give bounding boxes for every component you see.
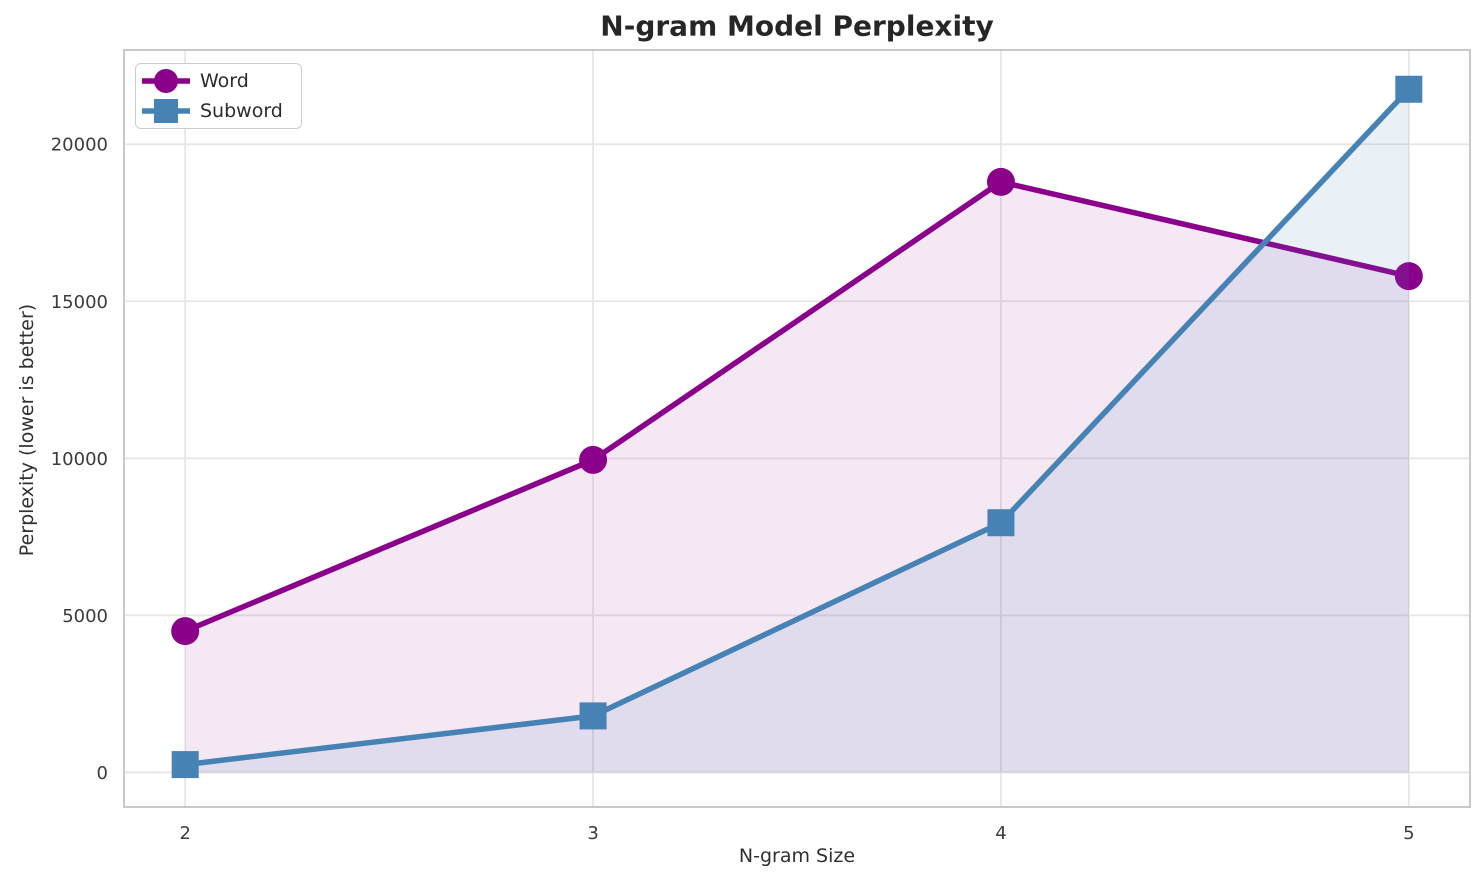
data-point-subword bbox=[579, 702, 607, 730]
legend-item-word: Word bbox=[140, 66, 291, 96]
y-tick-label: 5000 bbox=[62, 606, 108, 627]
x-tick-labels: 2 3 4 5 bbox=[179, 823, 1414, 844]
legend-label-subword: Subword bbox=[200, 100, 283, 122]
data-point-word bbox=[986, 167, 1015, 196]
legend-label-word: Word bbox=[200, 70, 249, 92]
y-tick-label: 0 bbox=[97, 763, 108, 784]
chart-title: N-gram Model Perplexity bbox=[600, 9, 994, 43]
data-point-word bbox=[579, 445, 608, 474]
subword-line-marker-icon bbox=[142, 99, 190, 123]
x-tick-label: 3 bbox=[587, 823, 598, 844]
y-tick-label: 20000 bbox=[51, 135, 108, 156]
series-line-word bbox=[182, 179, 1412, 634]
axes-spines bbox=[123, 49, 1471, 808]
word-line-marker-icon bbox=[142, 69, 190, 93]
x-axis-label: N-gram Size bbox=[738, 845, 856, 867]
series-fill-word bbox=[185, 181, 1409, 773]
legend-item-subword: Subword bbox=[140, 96, 291, 126]
data-point-word bbox=[1394, 262, 1423, 291]
legend: Word Subword bbox=[135, 63, 302, 129]
x-tick-label: 2 bbox=[179, 823, 190, 844]
data-point-word bbox=[171, 617, 200, 646]
series-fill-subword bbox=[185, 89, 1409, 773]
y-axis-label: Perplexity (lower is better) bbox=[16, 303, 38, 557]
y-tick-labels: 0 5000 10000 15000 20000 bbox=[51, 135, 108, 784]
x-tick-label: 4 bbox=[995, 823, 1006, 844]
y-tick-label: 15000 bbox=[51, 292, 108, 313]
y-tick-label: 10000 bbox=[51, 449, 108, 470]
x-tick-label: 5 bbox=[1403, 823, 1414, 844]
series-layer bbox=[171, 75, 1423, 779]
data-point-subword bbox=[1395, 75, 1423, 103]
data-point-subword bbox=[987, 509, 1015, 537]
series-line-subword bbox=[182, 86, 1412, 768]
data-point-subword bbox=[171, 751, 199, 779]
